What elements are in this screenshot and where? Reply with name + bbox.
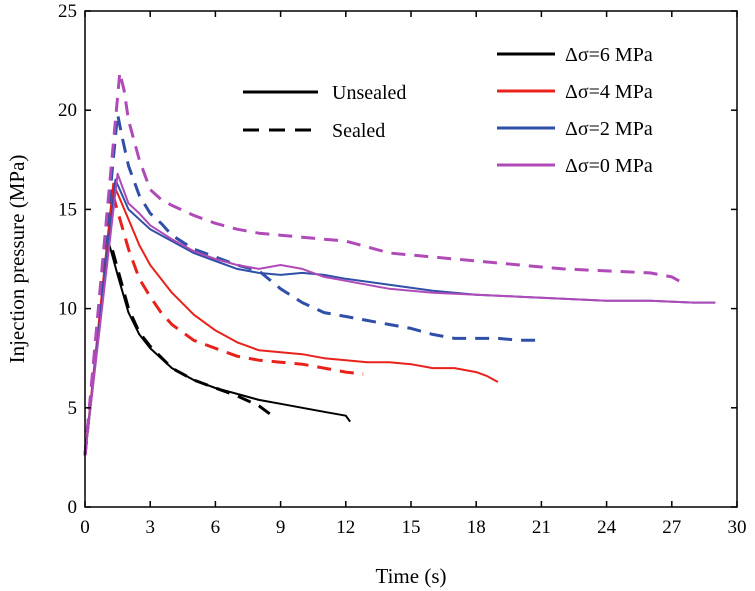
x-tick-label: 27 [662,517,681,538]
series-line-5 [84,178,716,456]
legend-series-label: Δσ=2 MPa [565,118,653,140]
y-tick-label: 15 [58,199,77,220]
x-tick-label: 0 [80,517,90,538]
legend-series-label: Δσ=0 MPa [565,155,653,177]
series-line-2 [83,237,271,456]
legend-series-label: Δσ=6 MPa [565,44,653,66]
legend-series: Δσ=6 MPa Δσ=4 MPa Δσ=2 MPa Δσ=0 MPa [497,44,653,177]
legend-style-label: Unsealed [332,82,406,104]
x-tick-label: 18 [467,517,486,538]
x-tick-label: 30 [728,517,747,538]
legend-series-label: Δσ=4 MPa [565,81,653,103]
axis-ticks: 0 3 6 9 12 15 18 21 24 27 30 0 5 10 15 20 25 [58,1,747,538]
series-line-4 [83,186,364,456]
series-line-6 [83,112,538,456]
x-tick-label: 15 [402,517,421,538]
x-tick-label: 6 [211,517,221,538]
y-tick-label: 5 [68,398,78,419]
y-tick-label: 10 [58,299,77,320]
x-tick-label: 3 [145,517,155,538]
x-axis-title: Time (s) [376,564,447,588]
y-tick-label: 0 [68,497,78,518]
y-axis-title: Injection pressure (MPa) [5,155,29,364]
series-line-3 [84,182,499,456]
series-line-1 [84,242,351,456]
series-line-7 [84,172,716,456]
x-tick-label: 24 [597,517,617,538]
plot-lines [83,71,716,456]
y-tick-label: 20 [58,100,77,121]
y-tick-label: 25 [58,1,77,22]
legend-line-style: Unsealed Sealed [243,82,406,142]
series-line-8 [83,71,684,456]
legend-style-label: Sealed [332,120,385,142]
x-tick-label: 9 [276,517,286,538]
x-tick-label: 12 [336,517,355,538]
x-tick-label: 21 [532,517,551,538]
